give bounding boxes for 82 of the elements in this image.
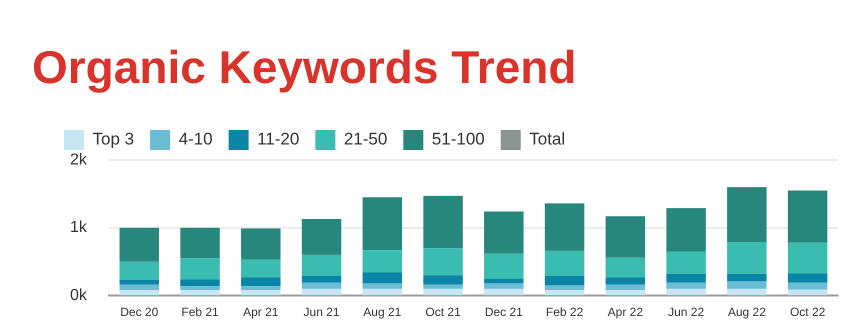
bar <box>788 273 828 283</box>
bar <box>362 272 402 284</box>
legend-label: Top 3 <box>92 130 134 149</box>
y-tick-label: 1k <box>70 219 88 236</box>
bar <box>423 288 463 296</box>
bar <box>544 290 584 296</box>
x-tick-label: Dec 20 <box>120 305 159 320</box>
bar <box>544 285 584 290</box>
bar <box>484 254 524 279</box>
bar <box>788 282 828 290</box>
bar <box>606 284 646 290</box>
bar <box>180 258 220 280</box>
bar <box>120 262 160 280</box>
bar <box>606 277 646 285</box>
x-tick-label: Feb 22 <box>546 305 584 320</box>
bar <box>727 288 767 296</box>
x-tick-label: Aug 22 <box>728 305 766 320</box>
y-tick-label: 2k <box>70 151 88 168</box>
legend-label: 21-50 <box>344 130 388 149</box>
x-tick-label: Dec 21 <box>484 305 524 320</box>
x-tick-label: Apr 21 <box>243 305 279 320</box>
bar <box>544 276 584 286</box>
bar <box>727 242 767 274</box>
legend-label: 4-10 <box>178 130 213 149</box>
bar <box>484 288 524 296</box>
y-tick-label: 0k <box>70 287 88 304</box>
bar <box>120 284 160 290</box>
bar <box>180 290 220 296</box>
bar <box>423 284 463 289</box>
bar <box>120 290 160 296</box>
bar <box>241 290 281 296</box>
bar <box>362 288 402 296</box>
bar <box>241 286 281 290</box>
bar <box>423 248 463 276</box>
x-tick-label: Jun 21 <box>304 305 340 320</box>
legend-label: Total <box>529 130 566 149</box>
bar <box>302 282 342 289</box>
x-tick-label: Oct 21 <box>425 305 462 320</box>
bar <box>544 203 584 251</box>
bar <box>788 290 828 296</box>
bar <box>302 288 342 296</box>
bar <box>788 242 828 274</box>
bar <box>241 260 281 278</box>
bar <box>120 280 160 285</box>
bar <box>180 279 220 286</box>
bar <box>484 212 524 254</box>
bar <box>606 258 646 278</box>
bar <box>423 275 463 285</box>
x-tick-label: Feb 21 <box>181 305 220 320</box>
bar <box>484 283 524 289</box>
legend-label: 11-20 <box>257 130 300 149</box>
bar <box>666 288 706 296</box>
bar <box>727 274 767 282</box>
chart-title: Organic Keywords Trend <box>32 40 576 94</box>
bar <box>120 228 160 262</box>
bar <box>666 282 706 289</box>
x-tick-label: Jun 22 <box>668 305 704 320</box>
bar <box>666 252 706 274</box>
bar <box>606 216 646 258</box>
bar <box>180 286 220 290</box>
bar <box>362 250 402 273</box>
x-tick-label: Oct 22 <box>790 305 826 320</box>
bar <box>302 218 342 255</box>
bar <box>727 187 767 242</box>
legend-label: 51-100 <box>432 130 485 149</box>
bar <box>727 281 767 289</box>
bar <box>241 228 281 260</box>
bar <box>302 276 342 283</box>
bar <box>788 190 828 243</box>
bar <box>180 228 220 258</box>
bar <box>362 283 402 289</box>
bar <box>544 250 584 276</box>
bar <box>606 290 646 296</box>
bar <box>423 196 463 248</box>
bar <box>666 274 706 283</box>
bar <box>241 277 281 286</box>
bar <box>362 197 402 250</box>
bar <box>484 278 524 284</box>
bar <box>666 208 706 252</box>
x-tick-label: Aug 21 <box>363 305 402 320</box>
x-tick-label: Apr 22 <box>608 305 644 320</box>
bar <box>302 254 342 276</box>
